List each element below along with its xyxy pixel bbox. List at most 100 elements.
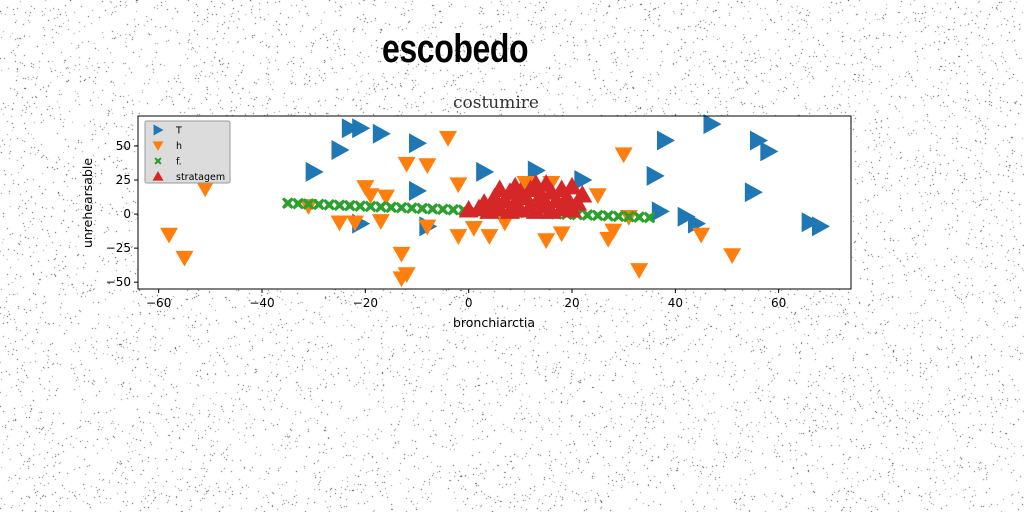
point-1-1 [175,250,194,267]
point-1-29 [614,147,633,164]
point-2-32 [612,210,625,223]
point-1-5 [346,215,364,232]
point-2-15 [436,203,449,216]
point-2-4 [323,198,336,211]
point-2-13 [416,202,429,215]
point-1-19 [464,220,483,237]
point-1-25 [552,226,571,243]
point-1-0 [160,227,178,244]
legend-label-2: f. [176,157,182,168]
x-tick-label: 60 [771,296,786,310]
point-1-20 [480,229,499,245]
point-1-7 [361,188,380,205]
point-1-15 [418,219,437,236]
legend-marker-1 [152,141,164,151]
y-axis: −50 −25 0 25 50 [106,139,138,289]
point-1-9 [377,189,395,206]
point-0-4 [372,123,391,144]
y-tick-label: −25 [106,241,131,255]
legend-label-3: stratagem [176,172,225,183]
point-2-8 [364,200,377,213]
point-0-14 [677,206,696,227]
point-0-16 [703,114,722,135]
point-2-14 [426,203,439,215]
point-2-11 [395,201,408,214]
point-3-35 [556,195,577,214]
point-1-26 [588,188,607,205]
point-0-11 [574,170,593,191]
x-tick-label: 20 [564,296,579,310]
y-tick-label: 0 [123,207,131,221]
page-title: escobedo [382,27,529,71]
data-marks [160,114,830,288]
point-2-5 [333,199,346,212]
point-0-6 [409,180,427,201]
point-3-16 [525,201,546,219]
point-0-1 [331,140,350,161]
series-3 [458,174,593,219]
point-2-29 [581,209,594,221]
legend-label-1: h [176,141,182,152]
point-0-22 [651,201,670,222]
point-1-28 [604,223,623,240]
point-2-12 [405,202,418,214]
point-1-23 [537,233,556,249]
point-1-12 [392,271,411,288]
point-0-12 [646,165,665,186]
point-1-22 [516,175,535,192]
point-1-13 [397,156,416,173]
legend-marker-2 [154,157,162,165]
x-tick-label: −40 [249,296,274,310]
point-2-3 [312,198,325,211]
legend-marker-0 [153,124,164,136]
point-1-3 [299,199,318,215]
point-0-5 [409,133,427,154]
point-1-10 [392,246,411,263]
y-axis-label: unrehearsable [80,158,95,248]
point-2-2 [302,198,315,210]
point-0-21 [812,216,830,237]
x-tick-label: −20 [353,296,378,310]
point-2-0 [281,197,294,210]
point-2-35 [643,211,656,224]
legend: Th f. stratagem [144,120,231,184]
point-2-10 [385,201,398,214]
point-3-34 [474,197,495,215]
chart-title: costumire [453,93,539,113]
x-tick-label: 40 [668,296,683,310]
point-0-15 [688,213,706,234]
point-1-8 [371,214,390,230]
point-0-3 [352,118,371,139]
point-0-13 [657,130,675,151]
y-tick-label: 50 [116,139,131,153]
point-1-6 [356,180,375,196]
point-1-33 [723,248,742,264]
point-1-4 [330,215,349,232]
point-2-34 [633,211,646,223]
point-1-21 [495,215,514,232]
point-3-32 [510,182,531,200]
point-1-17 [449,229,468,245]
point-0-0 [305,161,324,182]
x-axis-label: bronchiarctia [453,315,535,330]
point-2-1 [292,197,305,210]
plot-frame [137,115,852,290]
point-0-18 [760,141,779,162]
point-2-31 [602,209,615,222]
point-1-32 [692,227,711,244]
point-2-16 [447,203,460,216]
point-2-30 [591,209,604,222]
y-tick-label: 25 [116,173,131,187]
point-1-18 [449,177,468,194]
point-2-6 [343,199,356,212]
point-3-30 [572,185,593,203]
point-2-9 [374,201,387,213]
point-1-16 [439,131,457,147]
y-tick-label: −50 [106,275,131,289]
legend-label-0: T [175,126,182,137]
point-0-9 [476,161,495,182]
x-tick-label: −60 [146,296,171,310]
legend-box [144,120,231,184]
